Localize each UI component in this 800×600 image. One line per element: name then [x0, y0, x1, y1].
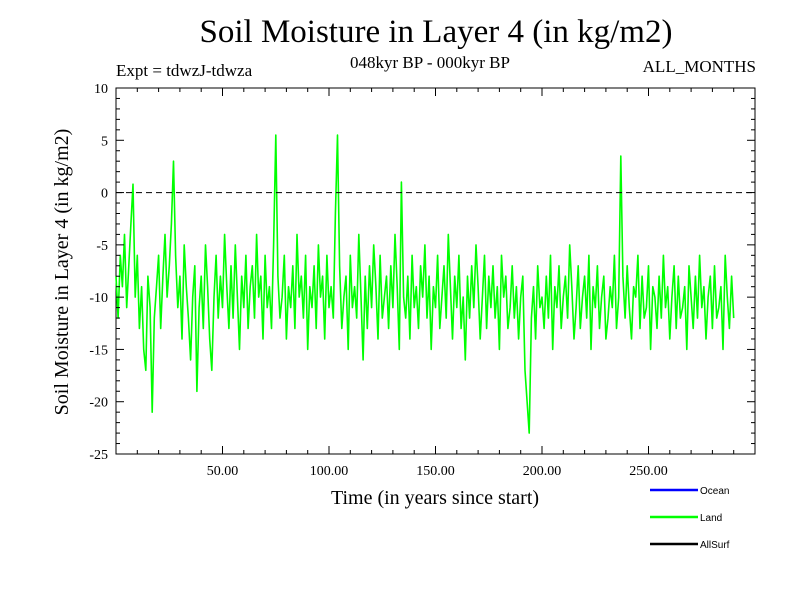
chart-subtitle: 048kyr BP - 000kyr BP [350, 53, 510, 72]
x-tick-label: 150.00 [416, 464, 455, 479]
legend: Ocean Land AllSurf [650, 486, 730, 551]
series-line-land [115, 134, 735, 434]
legend-label-allsurf: AllSurf [700, 540, 730, 551]
y-tick-label: -25 [89, 448, 108, 463]
y-tick-label: -10 [89, 291, 108, 306]
plot-area: -25 -20 -15 -10 -5 0 5 10 50.00 100.00 150.00 200.0… [89, 82, 756, 479]
y-axis-label: Soil Moisture in Layer 4 (in kg/m2) [51, 129, 73, 416]
legend-label-land: Land [700, 513, 722, 524]
x-tick-label: 250.00 [629, 464, 668, 479]
y-tick-label: 0 [101, 187, 108, 202]
legend-label-ocean: Ocean [700, 486, 729, 497]
y-tick-label: 5 [101, 134, 108, 149]
plot-frame [115, 87, 756, 455]
y-tick-label: -15 [89, 343, 108, 358]
y-tick-label: 10 [94, 82, 108, 97]
x-tick-label: 200.00 [523, 464, 562, 479]
y-tick-label: -5 [96, 239, 108, 254]
period-label: ALL_MONTHS [642, 57, 756, 76]
x-tick-label: 100.00 [310, 464, 349, 479]
experiment-label: Expt = tdwzJ-tdwza [116, 61, 253, 80]
y-tick-label: -20 [89, 396, 108, 411]
x-axis-label: Time (in years since start) [331, 487, 539, 509]
x-tick-label: 50.00 [207, 464, 239, 479]
chart-title: Soil Moisture in Layer 4 (in kg/m2) [199, 14, 673, 50]
